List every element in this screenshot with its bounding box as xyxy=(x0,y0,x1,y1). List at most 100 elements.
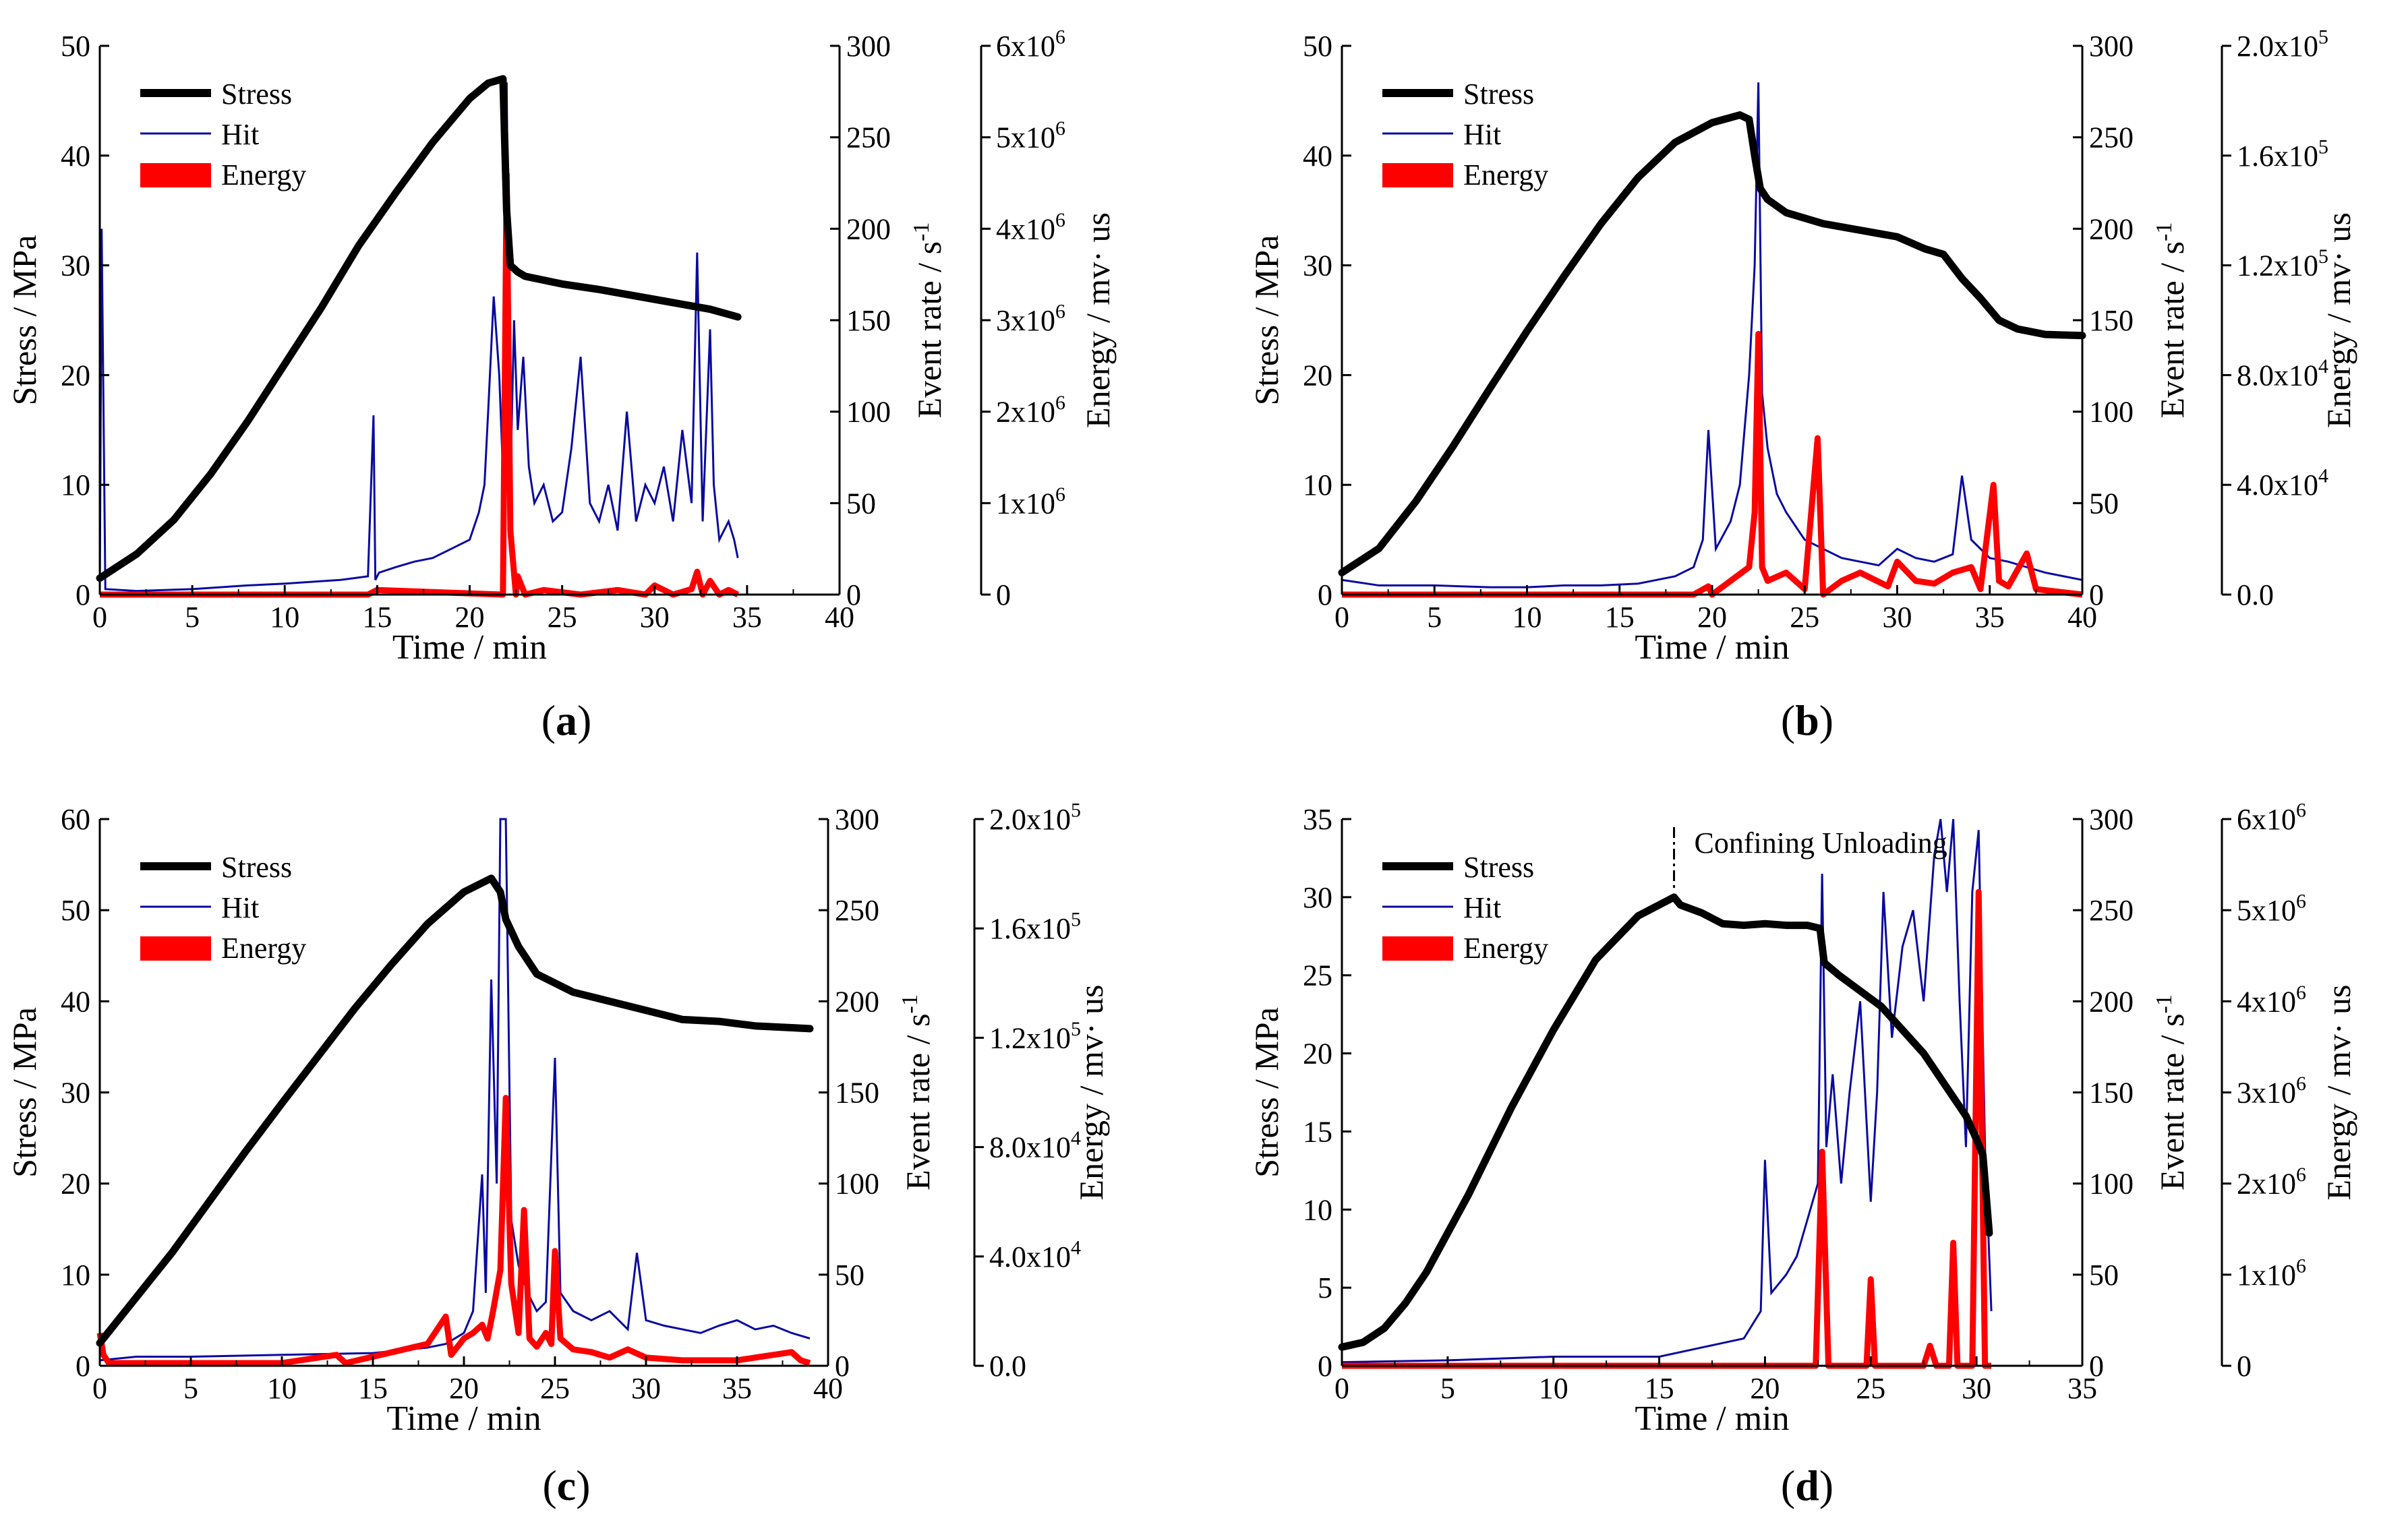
x-tick-label: 10 xyxy=(267,1372,297,1405)
legend-energy-label: Energy xyxy=(1463,158,1548,191)
x-tick-label: 5 xyxy=(1427,601,1442,634)
legend: Stress Hit Energy xyxy=(1382,78,1548,191)
legend-hit-label: Hit xyxy=(221,118,259,151)
y2-axis-label: Event rate / s-1 xyxy=(2152,994,2191,1191)
y-tick-label: 40 xyxy=(61,985,90,1018)
y-tick-label: 20 xyxy=(61,359,90,392)
y3-tick-label: 8.0x104 xyxy=(989,1127,1081,1164)
y2-tick-label: 50 xyxy=(2089,1259,2119,1292)
y3-tick-label: 5x106 xyxy=(2237,891,2306,927)
y3-tick-label: 2.0x105 xyxy=(2237,26,2328,63)
y2-tick-label: 200 xyxy=(2089,985,2134,1018)
legend-stress-label: Stress xyxy=(221,78,292,111)
annotation-label: Confining Unloading xyxy=(1695,826,1947,860)
y3-tick-label: 4.0x104 xyxy=(2237,465,2328,502)
y2-tick-label: 0 xyxy=(2089,1350,2104,1383)
y-tick-label: 30 xyxy=(1303,249,1332,282)
y3-tick-label: 1x106 xyxy=(2237,1255,2306,1291)
y-tick-label: 50 xyxy=(61,894,90,927)
y-axis-label: Stress / MPa xyxy=(1247,1007,1285,1178)
x-tick-label: 0 xyxy=(92,601,107,634)
y2-tick-label: 300 xyxy=(2089,30,2134,63)
stress-series-line xyxy=(1338,893,1993,1351)
legend: Stress Hit Energy xyxy=(140,851,306,965)
y-axis-label: Stress / MPa xyxy=(1247,235,1285,406)
y2-axis-label: Event rate / s-1 xyxy=(2152,222,2191,419)
y-tick-label: 0 xyxy=(1318,1350,1332,1383)
legend-hit-label: Hit xyxy=(1463,891,1501,924)
y-tick-label: 30 xyxy=(61,249,90,282)
chart-panel-d: Confining Unloading 0 5 10 15 20 25 30 35 Time / … xyxy=(1247,800,2357,1509)
legend-stress-label: Stress xyxy=(1463,78,1534,111)
y3-axis-label: Energy / mv· us xyxy=(1079,212,1117,428)
y-tick-label: 30 xyxy=(1303,881,1332,914)
y3-tick-label: 5x106 xyxy=(996,117,1065,154)
panel-label: (d) xyxy=(1781,1462,1833,1509)
legend-hit-label: Hit xyxy=(221,891,259,924)
y3-tick-label: 8.0x104 xyxy=(2237,355,2328,392)
y-tick-label: 40 xyxy=(61,140,90,173)
energy-series-line xyxy=(1342,889,1992,1369)
y2-tick-label: 150 xyxy=(835,1077,879,1110)
y3-tick-label: 2.0x105 xyxy=(989,800,1081,836)
legend-energy-swatch xyxy=(1382,936,1453,961)
y2-tick-label: 250 xyxy=(2089,894,2134,927)
x-tick-label: 30 xyxy=(1883,601,1912,634)
y3-tick-label: 1.2x105 xyxy=(989,1018,1081,1054)
y2-tick-label: 0 xyxy=(846,578,861,611)
y2-axis-label: Event rate / s-1 xyxy=(898,994,937,1191)
x-tick-label: 25 xyxy=(540,1372,570,1405)
panel-label: (a) xyxy=(541,696,592,744)
energy-series-line xyxy=(1342,330,2083,598)
y2-tick-label: 0 xyxy=(835,1350,850,1383)
x-tick-label: 15 xyxy=(362,601,392,634)
y-tick-label: 10 xyxy=(61,1259,90,1292)
y3-tick-label: 3x106 xyxy=(996,301,1065,337)
y3-tick-label: 3x106 xyxy=(2237,1073,2306,1109)
y3-tick-label: 1.6x105 xyxy=(989,909,1081,945)
y3-tick-label: 6x106 xyxy=(996,26,1065,63)
x-axis-label: Time / min xyxy=(1635,1399,1789,1438)
x-tick-label: 20 xyxy=(449,1372,479,1405)
x-tick-label: 5 xyxy=(185,601,200,634)
y2-axis-label: Event rate / s-1 xyxy=(909,222,948,419)
y-tick-label: 0 xyxy=(1318,578,1332,611)
y-tick-label: 30 xyxy=(61,1077,90,1110)
y2-tick-label: 150 xyxy=(2089,1077,2134,1110)
y-tick-label: 20 xyxy=(1303,359,1332,392)
x-tick-label: 15 xyxy=(1645,1372,1674,1405)
y-tick-label: 10 xyxy=(1303,469,1332,502)
y-tick-label: 20 xyxy=(61,1168,90,1201)
y3-tick-label: 0 xyxy=(996,578,1011,611)
legend-energy-label: Energy xyxy=(221,932,306,965)
x-tick-label: 35 xyxy=(722,1372,752,1405)
legend-stress-label: Stress xyxy=(221,851,292,884)
legend-energy-label: Energy xyxy=(221,158,306,191)
stress-series-line xyxy=(96,874,814,1347)
energy-series-line xyxy=(96,1095,811,1366)
y2-tick-label: 250 xyxy=(2089,121,2134,154)
y3-tick-label: 0 xyxy=(2237,1350,2252,1383)
y-tick-label: 0 xyxy=(76,1350,90,1383)
y2-tick-label: 0 xyxy=(2089,578,2104,611)
hit-series-line xyxy=(99,818,811,1362)
chart-panel-b: 0 5 10 15 20 25 30 35 40 Time / min 0 10 20 30 40 50 Str… xyxy=(1247,26,2357,744)
y2-tick-label: 300 xyxy=(846,30,891,63)
y-tick-label: 10 xyxy=(1303,1193,1332,1226)
x-tick-label: 35 xyxy=(1975,601,2005,634)
y3-tick-label: 4x106 xyxy=(996,209,1065,245)
y2-tick-label: 50 xyxy=(835,1259,864,1292)
y3-tick-label: 2x106 xyxy=(996,392,1065,428)
hit-series-line xyxy=(1341,82,2083,589)
y3-tick-label: 1.2x105 xyxy=(2237,245,2328,282)
x-tick-label: 40 xyxy=(2067,601,2097,634)
x-tick-label: 0 xyxy=(1334,601,1349,634)
x-tick-label: 35 xyxy=(2067,1372,2097,1405)
y3-axis-label: Energy / mv· us xyxy=(1072,985,1110,1201)
legend: Stress Hit Energy xyxy=(1382,851,1548,965)
y-tick-label: 25 xyxy=(1303,959,1332,992)
x-tick-label: 10 xyxy=(270,601,299,634)
legend-energy-swatch xyxy=(140,936,211,961)
x-tick-label: 20 xyxy=(1697,601,1727,634)
